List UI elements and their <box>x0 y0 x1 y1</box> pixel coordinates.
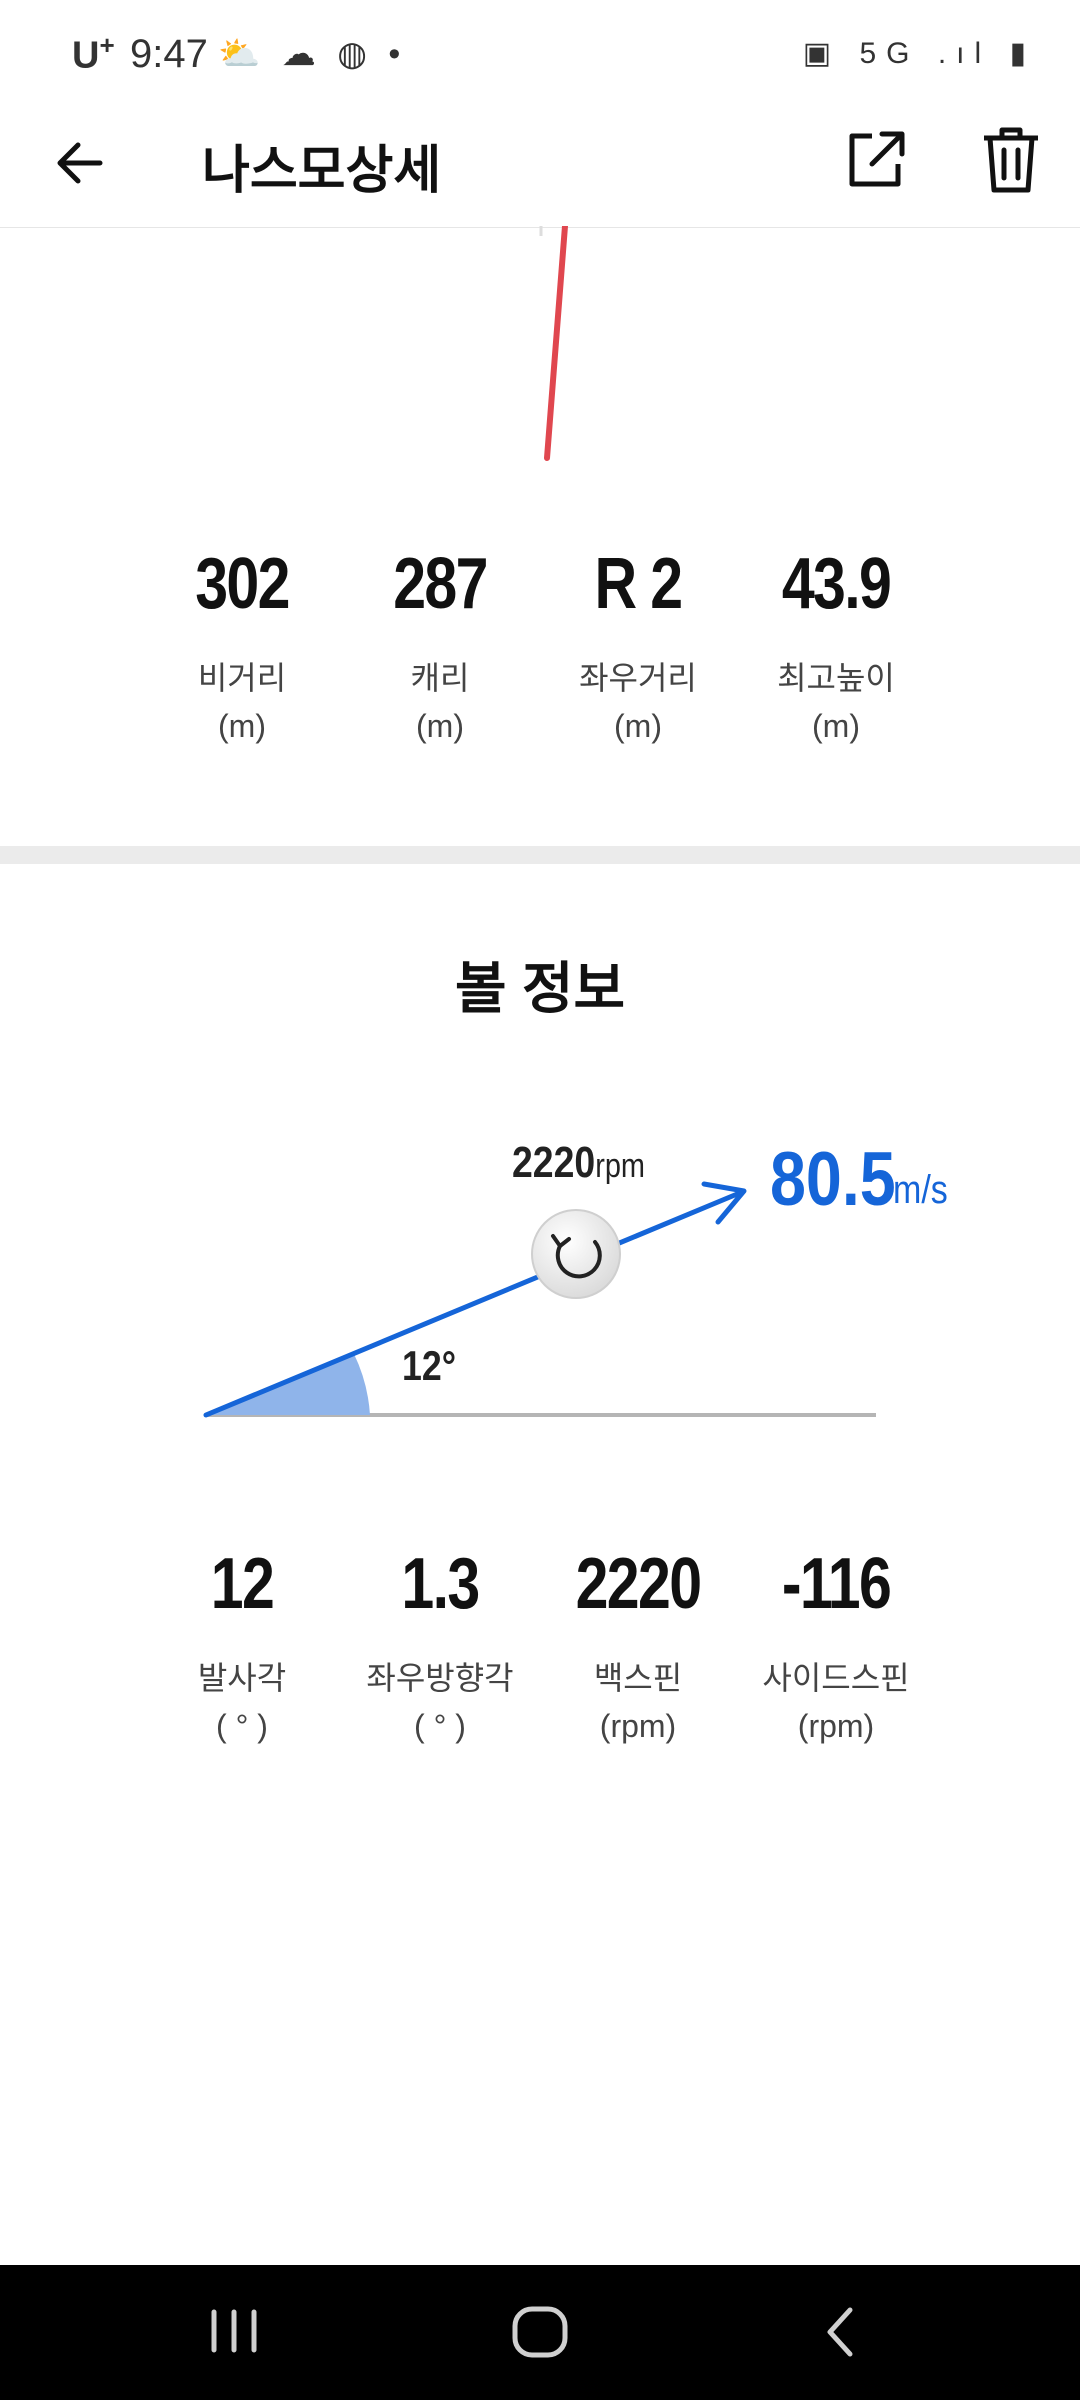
section-divider <box>0 846 1080 864</box>
home-icon <box>512 2306 568 2358</box>
stat-sidespin: -116 사이드스핀 (rpm) <box>762 1544 910 1744</box>
trajectory-line <box>539 226 568 461</box>
back-button[interactable] <box>48 130 114 196</box>
status-bar: U+ 9:47 ⛅ ☁ ◍ • ▣ 5G .ıl ▮ <box>0 0 1080 105</box>
trash-icon <box>984 127 1038 193</box>
spin-rate-label: 2220rpm <box>512 1138 645 1187</box>
delete-button[interactable] <box>976 124 1046 196</box>
arrow-left-icon <box>57 142 103 184</box>
vector-arrowhead <box>701 1181 747 1225</box>
system-nav-bar <box>0 2265 1080 2400</box>
stat-max-height: 43.9 최고높이 (m) <box>777 544 895 744</box>
nav-back-button[interactable] <box>820 2304 860 2360</box>
ball-speed-value: 80.5 <box>770 1137 896 1222</box>
app-header <box>0 105 1080 228</box>
notification-icons: ⛅ ☁ ◍ • <box>218 35 407 73</box>
launch-angle-label: 12° <box>402 1342 456 1389</box>
share-icon <box>849 131 905 187</box>
status-time: 9:47 <box>130 32 208 76</box>
stat-backspin: 2220 백스핀 (rpm) <box>575 1544 702 1744</box>
stat-lateral-distance: R 2 좌우거리 (m) <box>579 544 697 744</box>
stat-carry: 287 캐리 (m) <box>393 544 488 744</box>
ball-speed-unit: m/s <box>893 1168 948 1212</box>
nav-back-icon <box>827 2307 853 2357</box>
stat-total-distance: 302 비거리 (m) <box>195 544 290 744</box>
stat-launch-angle: 12 발사각 ( ° ) <box>197 1544 287 1744</box>
launch-diagram <box>203 1181 876 1418</box>
spin-icon <box>531 1209 621 1299</box>
share-button[interactable] <box>840 126 910 196</box>
stat-side-angle: 1.3 좌우방향각 ( ° ) <box>366 1544 514 1744</box>
recent-apps-button[interactable] <box>208 2308 260 2354</box>
ball-info-title: 볼 정보 <box>454 957 626 1020</box>
launch-vector <box>203 1189 745 1418</box>
home-button[interactable] <box>510 2304 570 2360</box>
system-status-icons: ▣ 5G .ıl ▮ <box>802 37 1036 70</box>
page-title: 나스모상세 <box>202 142 442 200</box>
recent-apps-icon <box>211 2309 257 2353</box>
carrier-label: U+ <box>72 30 115 77</box>
